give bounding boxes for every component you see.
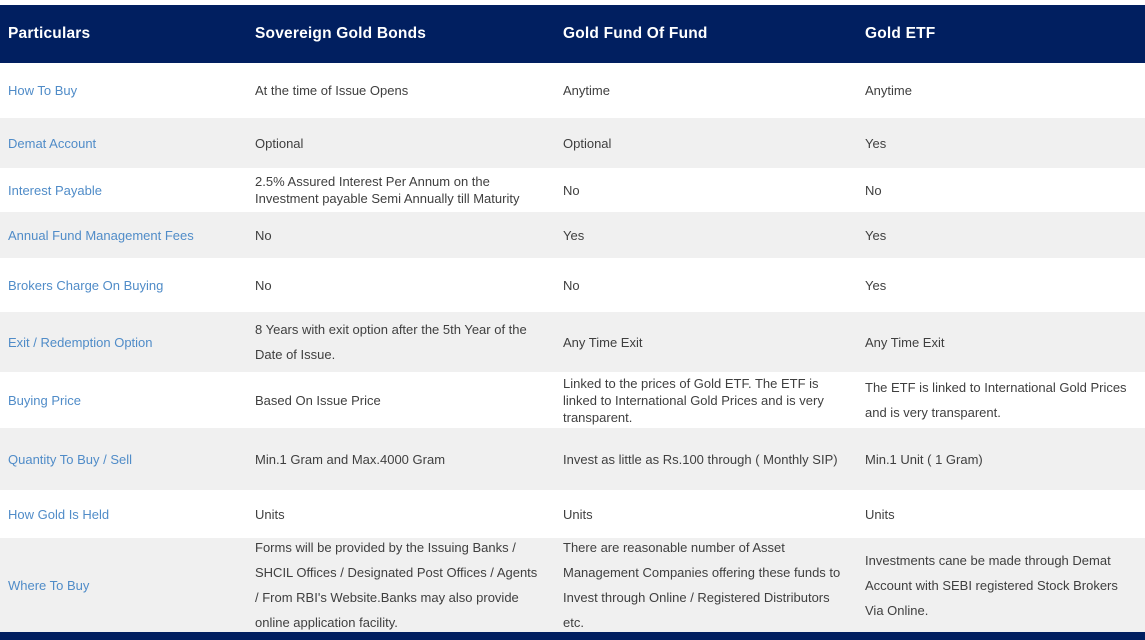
cell-sgb: At the time of Issue Opens <box>255 83 409 98</box>
cell-sgb: Based On Issue Price <box>255 392 381 408</box>
cell-etf: Units <box>865 506 895 522</box>
footer-bar <box>0 632 1145 640</box>
row-label: Brokers Charge On Buying <box>8 277 164 293</box>
cell-sgb: 8 Years with exit option after the 5th Y… <box>255 322 527 362</box>
cell-fof: Linked to the prices of Gold ETF. The ET… <box>563 375 824 425</box>
cell-fof: Invest as little as Rs.100 through ( Mon… <box>563 451 838 467</box>
cell-fof: There are reasonable number of Asset Man… <box>563 540 841 630</box>
table-body: How To Buy At the time of Issue Opens Anyt… <box>0 63 1145 632</box>
column-header-gold-etf: Gold ETF <box>865 25 936 42</box>
row-label: Interest Payable <box>8 182 102 198</box>
cell-sgb: Min.1 Gram and Max.4000 Gram <box>255 451 446 467</box>
table-row: Buying Price Based On Issue Price Linked t… <box>0 372 1145 428</box>
table-row: Demat Account Optional Optional Yes <box>0 118 1145 168</box>
cell-fof: Anytime <box>563 83 610 98</box>
cell-sgb: Optional <box>255 135 304 151</box>
row-label: Annual Fund Management Fees <box>8 227 194 243</box>
cell-fof: Yes <box>563 227 585 243</box>
row-label: Where To Buy <box>8 577 90 593</box>
cell-etf: Any Time Exit <box>865 334 945 350</box>
cell-fof: Units <box>563 506 593 522</box>
row-label: Buying Price <box>8 392 81 408</box>
cell-fof: Optional <box>563 135 612 151</box>
table-row: How Gold Is Held Units Units Units <box>0 490 1145 538</box>
row-label: Demat Account <box>8 135 97 151</box>
cell-etf: Min.1 Unit ( 1 Gram) <box>865 451 983 467</box>
cell-sgb: No <box>255 277 272 293</box>
table-row: How To Buy At the time of Issue Opens Anyt… <box>0 63 1145 118</box>
gold-comparison-table: Particulars Sovereign Gold Bonds Gold Fu… <box>0 5 1145 632</box>
cell-etf: Investments cane be made through Demat A… <box>865 552 1118 618</box>
column-header-sovereign-gold-bonds: Sovereign Gold Bonds <box>255 25 427 42</box>
cell-etf: Yes <box>865 135 887 151</box>
cell-fof: No <box>563 277 580 293</box>
table-row: Exit / Redemption Option 8 Years with exi… <box>0 312 1145 372</box>
cell-sgb: 2.5% Assured Interest Per Annum on the I… <box>255 174 520 206</box>
row-label: How Gold Is Held <box>8 506 110 522</box>
table-row: Annual Fund Management Fees No Yes Yes <box>0 212 1145 258</box>
cell-fof: No <box>563 182 580 198</box>
column-header-particulars: Particulars <box>8 25 91 42</box>
cell-fof: Any Time Exit <box>563 334 643 350</box>
cell-etf: Yes <box>865 227 887 243</box>
cell-etf: Anytime <box>865 83 912 98</box>
cell-etf: The ETF is linked to International Gold … <box>865 380 1127 420</box>
top-margin <box>0 0 1145 5</box>
column-header-gold-fund-of-fund: Gold Fund Of Fund <box>563 25 708 42</box>
table-row: Where To Buy Forms will be provided by th… <box>0 538 1145 632</box>
cell-sgb: Forms will be provided by the Issuing Ba… <box>255 540 538 630</box>
cell-etf: No <box>865 182 882 198</box>
row-label: Quantity To Buy / Sell <box>8 451 133 467</box>
table-header-row: Particulars Sovereign Gold Bonds Gold Fu… <box>0 5 1145 63</box>
table-row: Interest Payable 2.5% Assured Interest Pe… <box>0 168 1145 212</box>
cell-sgb: No <box>255 227 272 243</box>
row-label: How To Buy <box>8 83 78 98</box>
table-row: Quantity To Buy / Sell Min.1 Gram and Max… <box>0 428 1145 490</box>
table-row: Brokers Charge On Buying No No Yes <box>0 258 1145 312</box>
cell-sgb: Units <box>255 506 285 522</box>
row-label: Exit / Redemption Option <box>8 334 153 350</box>
cell-etf: Yes <box>865 277 887 293</box>
